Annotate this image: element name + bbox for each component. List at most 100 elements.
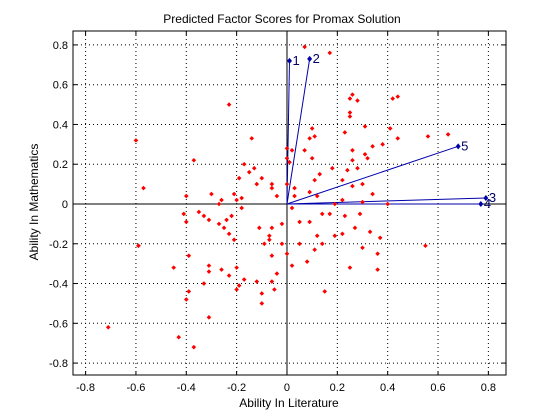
data-point	[231, 237, 237, 243]
data-point	[345, 167, 350, 173]
data-point	[196, 209, 202, 215]
data-point	[445, 132, 451, 137]
data-point	[241, 161, 247, 167]
data-point	[350, 157, 355, 163]
data-point	[239, 195, 244, 201]
data-point	[249, 136, 255, 141]
data-point	[186, 289, 192, 294]
data-point	[347, 96, 353, 101]
data-point	[355, 165, 360, 171]
data-point	[141, 185, 146, 191]
data-point	[206, 315, 212, 320]
x-tick-label: 0.2	[330, 382, 345, 394]
vector-label: 3	[489, 190, 496, 205]
data-point	[347, 265, 353, 270]
y-tick-label: 0.8	[53, 40, 68, 52]
data-point	[269, 185, 275, 191]
data-point	[206, 263, 212, 268]
vector-line	[286, 197, 486, 205]
data-point	[254, 279, 260, 284]
x-axis-label: Ability In Literature	[239, 396, 339, 410]
data-point	[309, 126, 315, 131]
data-point	[231, 191, 237, 197]
vector-tip	[478, 200, 484, 207]
data-point	[262, 241, 267, 247]
data-point	[105, 324, 111, 330]
data-point	[272, 287, 277, 292]
data-point	[347, 114, 353, 119]
data-point	[314, 193, 320, 199]
vector-label: 4	[484, 196, 491, 211]
data-point	[284, 251, 290, 257]
data-point	[246, 169, 252, 175]
x-tick-label: 0.8	[481, 382, 496, 394]
data-point	[269, 279, 275, 284]
data-point	[314, 233, 320, 239]
vector-line	[286, 58, 311, 205]
data-point	[307, 219, 312, 225]
data-point	[309, 155, 315, 161]
data-point	[251, 165, 257, 171]
data-point	[206, 217, 212, 223]
tick-marks	[73, 31, 506, 375]
data-point	[329, 165, 335, 171]
y-tick-labels: -0.8 -0.6 -0.4 -0.2 0 0.2 0.4 0.6 0.8	[49, 40, 68, 370]
data-point	[322, 289, 328, 294]
data-point	[340, 197, 345, 203]
data-point	[254, 181, 260, 187]
vector-line	[286, 60, 290, 205]
data-point	[234, 265, 239, 270]
data-point	[191, 157, 197, 163]
y-tick-label: 0.2	[53, 159, 68, 171]
data-point	[136, 243, 141, 249]
data-point	[219, 267, 224, 272]
data-point	[327, 50, 333, 56]
data-point	[183, 219, 189, 225]
data-point	[350, 92, 355, 97]
data-point	[319, 211, 325, 217]
data-point	[176, 334, 182, 340]
data-point	[224, 217, 229, 223]
data-point	[319, 241, 325, 247]
y-tick-label: -0.2	[49, 239, 68, 251]
data-point	[284, 146, 290, 151]
data-point	[390, 96, 396, 101]
vector-tip	[307, 55, 313, 62]
data-point	[183, 297, 189, 302]
data-point	[312, 134, 317, 139]
data-point	[362, 151, 368, 157]
data-point	[287, 159, 292, 165]
data-point	[201, 213, 207, 219]
y-tick-label: -0.6	[49, 318, 68, 330]
vector-tip	[287, 57, 292, 64]
data-point	[269, 225, 275, 231]
data-point	[365, 155, 370, 161]
data-point	[302, 44, 307, 50]
data-point	[332, 201, 338, 207]
data-point	[370, 191, 375, 197]
data-point	[267, 237, 272, 243]
data-point	[259, 175, 265, 181]
vector-tip	[455, 143, 461, 150]
plot-frame	[72, 30, 507, 376]
data-point	[352, 225, 358, 231]
data-point	[216, 221, 222, 227]
data-point	[332, 233, 338, 239]
data-point	[395, 94, 401, 99]
x-tick-labels: -0.8 -0.6 -0.4 -0.2 0 0.2 0.4 0.6 0.8	[76, 382, 496, 394]
data-point	[236, 283, 242, 288]
data-point	[387, 126, 393, 131]
data-point	[367, 229, 373, 235]
data-point	[239, 205, 244, 211]
data-point	[297, 241, 302, 247]
x-tick-label: -0.4	[177, 382, 196, 394]
data-point	[370, 144, 375, 149]
data-point	[259, 301, 265, 306]
data-point	[241, 277, 247, 282]
data-point	[209, 191, 214, 197]
data-point	[377, 235, 383, 241]
score-points	[105, 44, 451, 350]
x-tick-label: -0.6	[126, 382, 145, 394]
data-point	[289, 148, 295, 153]
